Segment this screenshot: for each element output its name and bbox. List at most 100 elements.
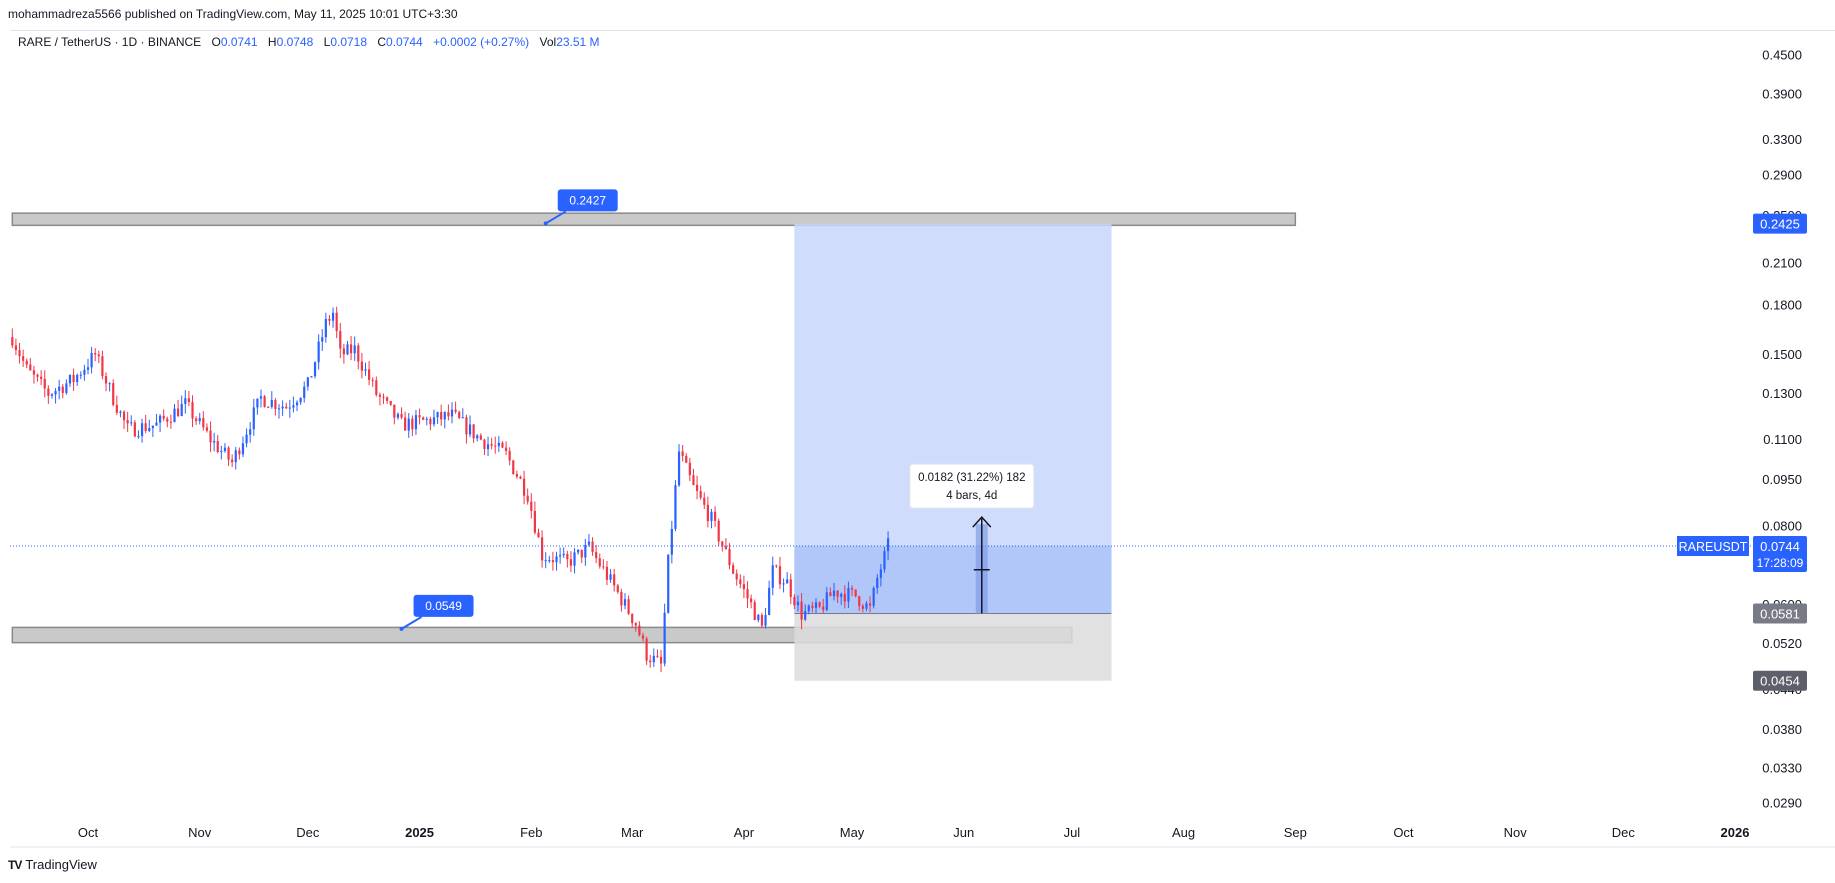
candle[interactable] [753, 599, 756, 621]
candle[interactable] [540, 530, 544, 568]
candle[interactable] [652, 648, 655, 667]
candle[interactable] [40, 370, 43, 386]
candle[interactable] [461, 408, 464, 419]
candle[interactable] [663, 603, 666, 667]
candle[interactable] [364, 362, 367, 376]
candle[interactable] [659, 649, 663, 673]
candle[interactable] [169, 414, 172, 429]
candle[interactable] [685, 453, 688, 464]
candle[interactable] [321, 329, 324, 351]
candle[interactable] [400, 407, 403, 420]
candle[interactable] [620, 588, 623, 612]
candle[interactable] [861, 603, 864, 613]
candle[interactable] [728, 543, 731, 570]
candle[interactable] [220, 445, 223, 460]
candle[interactable] [443, 411, 446, 429]
zone-rect-0[interactable] [11, 212, 1297, 227]
callout-box-0[interactable] [557, 189, 618, 212]
candle[interactable] [508, 447, 511, 466]
candle[interactable] [90, 346, 93, 374]
candle[interactable] [133, 420, 136, 438]
candle[interactable] [775, 564, 778, 569]
candle[interactable] [58, 379, 61, 400]
candle[interactable] [602, 559, 605, 570]
candle[interactable] [288, 399, 291, 418]
candle[interactable] [641, 632, 645, 642]
candle[interactable] [865, 601, 868, 612]
candle[interactable] [670, 520, 673, 564]
candle[interactable] [746, 581, 749, 608]
candle[interactable] [274, 398, 277, 416]
candle[interactable] [29, 357, 32, 371]
candle[interactable] [468, 415, 472, 438]
candle[interactable] [537, 528, 540, 538]
candle[interactable] [793, 594, 796, 610]
candle[interactable] [238, 447, 241, 460]
candle[interactable] [422, 416, 425, 421]
candle[interactable] [847, 581, 850, 609]
candle[interactable] [216, 434, 219, 454]
candle[interactable] [559, 547, 562, 564]
candle[interactable] [335, 306, 338, 339]
candle[interactable] [609, 568, 612, 583]
candle[interactable] [382, 393, 385, 404]
candle[interactable] [695, 475, 699, 500]
candle[interactable] [804, 604, 807, 622]
candle[interactable] [339, 323, 342, 359]
candle[interactable] [83, 364, 86, 381]
candle[interactable] [429, 416, 432, 431]
candle[interactable] [18, 342, 21, 364]
candle[interactable] [551, 551, 555, 571]
candle[interactable] [86, 358, 90, 375]
candle[interactable] [126, 411, 129, 432]
candle[interactable] [584, 538, 587, 566]
candle[interactable] [501, 441, 504, 449]
candle[interactable] [259, 389, 263, 408]
candle[interactable] [407, 413, 410, 438]
candle[interactable] [667, 554, 670, 614]
candle[interactable] [757, 613, 760, 623]
candle[interactable] [656, 649, 659, 658]
candle[interactable] [818, 601, 821, 609]
candle[interactable] [360, 352, 363, 379]
candle[interactable] [486, 436, 490, 457]
candle[interactable] [112, 379, 115, 407]
candle[interactable] [789, 573, 792, 605]
candle[interactable] [843, 585, 846, 609]
candle[interactable] [555, 551, 558, 571]
candle[interactable] [256, 398, 259, 415]
candle[interactable] [800, 593, 803, 630]
candle[interactable] [476, 434, 479, 442]
candle[interactable] [692, 468, 695, 486]
candle[interactable] [79, 371, 82, 380]
candle[interactable] [231, 454, 234, 468]
candle[interactable] [72, 368, 75, 391]
candle[interactable] [876, 574, 879, 594]
candle[interactable] [858, 595, 861, 611]
candle[interactable] [699, 485, 702, 500]
candle[interactable] [303, 381, 306, 403]
candle[interactable] [883, 547, 886, 573]
candle[interactable] [155, 413, 158, 426]
candle[interactable] [270, 391, 273, 409]
candle[interactable] [533, 501, 536, 535]
candle[interactable] [389, 400, 392, 406]
candle[interactable] [148, 419, 151, 433]
candle[interactable] [130, 415, 133, 426]
candle[interactable] [497, 436, 500, 453]
candle[interactable] [375, 376, 378, 397]
candle[interactable] [36, 373, 39, 382]
candle[interactable] [151, 425, 154, 437]
candle[interactable] [245, 428, 248, 448]
candle[interactable] [144, 414, 147, 434]
candle[interactable] [879, 564, 882, 587]
candle[interactable] [252, 398, 255, 436]
candle[interactable] [295, 400, 299, 412]
candle[interactable] [836, 590, 839, 603]
candle[interactable] [65, 379, 68, 395]
candle[interactable] [577, 549, 580, 555]
candle[interactable] [368, 361, 371, 386]
candle[interactable] [605, 560, 609, 586]
candle[interactable] [414, 409, 418, 435]
candle[interactable] [872, 586, 875, 609]
